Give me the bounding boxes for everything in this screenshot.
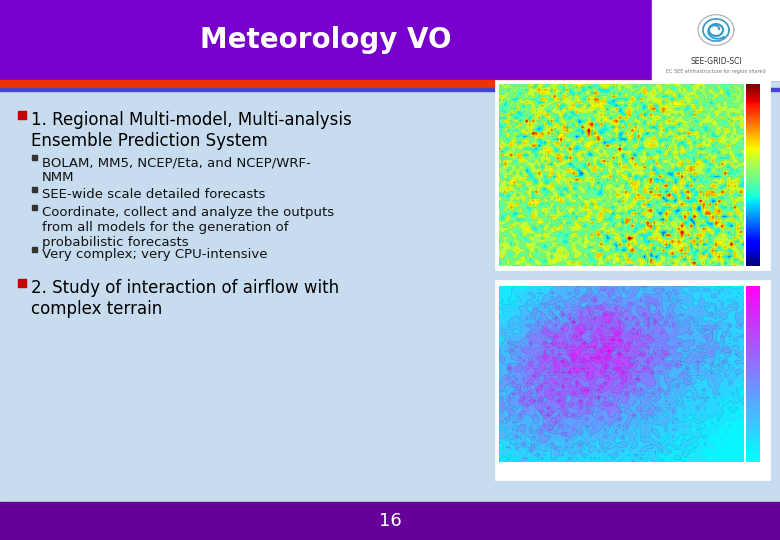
Bar <box>0 80 652 88</box>
Bar <box>32 205 37 210</box>
Text: 16: 16 <box>378 512 402 530</box>
Text: Coordinate, collect and analyze the outputs
from all models for the generation o: Coordinate, collect and analyze the outp… <box>42 206 334 249</box>
Text: 2002/29/07 2:00: 2002/29/07 2:00 <box>658 286 722 295</box>
Text: Meteorology VO: Meteorology VO <box>200 26 452 54</box>
Text: 1. Regional Multi-model, Multi-analysis
Ensemble Prediction System: 1. Regional Multi-model, Multi-analysis … <box>31 111 352 150</box>
Bar <box>0 0 780 80</box>
Bar <box>0 88 780 91</box>
Bar <box>0 502 780 540</box>
Bar <box>18 111 26 119</box>
Bar <box>32 155 37 160</box>
Text: SEE-wide scale detailed forecasts: SEE-wide scale detailed forecasts <box>42 188 265 201</box>
Bar <box>495 80 770 270</box>
Bar <box>32 247 37 252</box>
Text: EC SEE eInfrastructure for region shared: EC SEE eInfrastructure for region shared <box>666 69 766 73</box>
Text: Very complex; very CPU-intensive: Very complex; very CPU-intensive <box>42 248 268 261</box>
Bar <box>32 187 37 192</box>
Text: SEE-GRID-SCI: SEE-GRID-SCI <box>690 57 742 66</box>
Bar <box>495 280 770 480</box>
Text: 2. Study of interaction of airflow with
complex terrain: 2. Study of interaction of airflow with … <box>31 279 339 318</box>
Bar <box>18 279 26 287</box>
Bar <box>652 0 780 80</box>
Text: BOLAM, MM5, NCEP/Eta, and NCEP/WRF-
NMM: BOLAM, MM5, NCEP/Eta, and NCEP/WRF- NMM <box>42 156 310 184</box>
Text: Low Clouds (%): Low Clouds (%) <box>591 286 656 295</box>
